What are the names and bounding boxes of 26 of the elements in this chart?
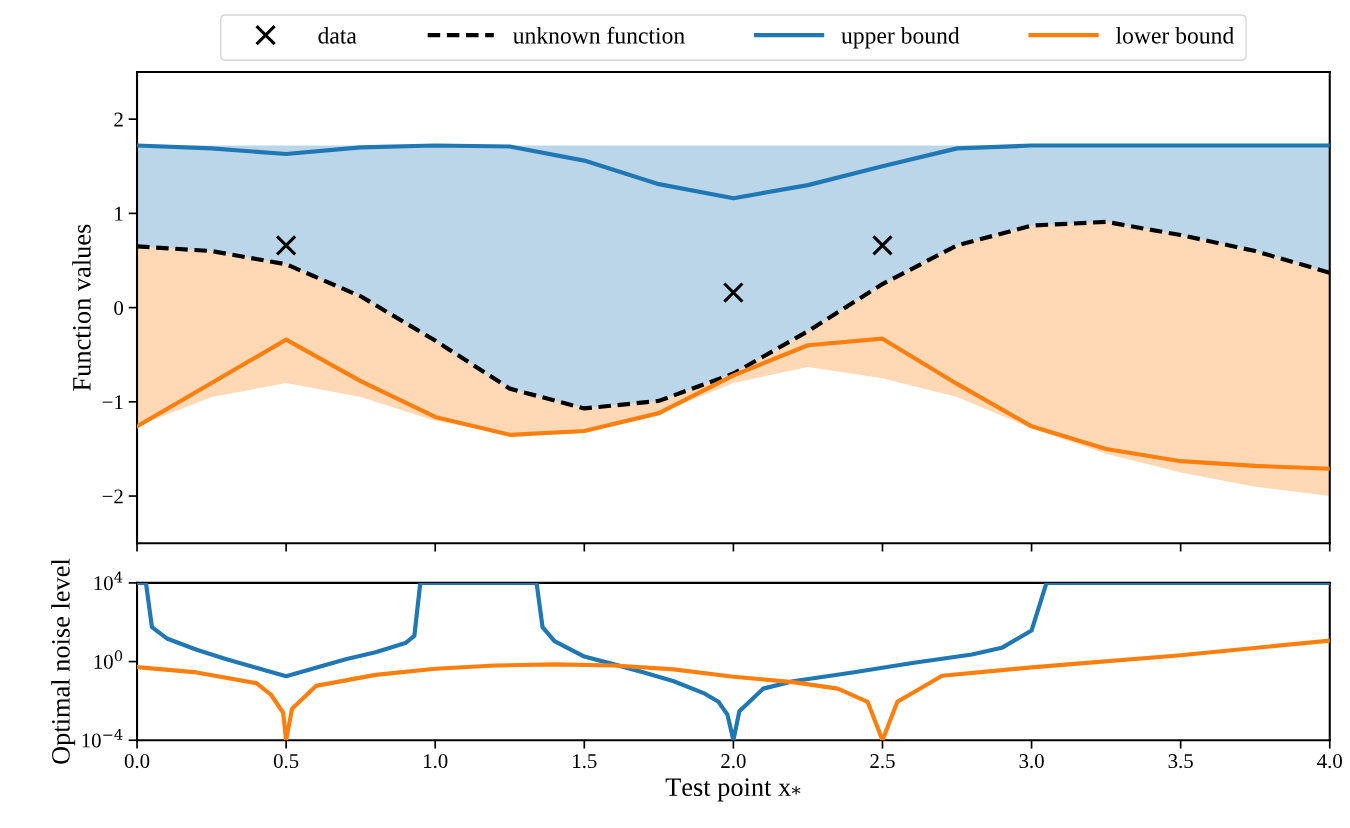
x-tick-label: 4.0	[1317, 754, 1342, 769]
y-axis-title: Function values	[72, 224, 91, 391]
legend-label: lower bound	[1116, 27, 1234, 44]
x-axis-title: Test point x$_{*}$	[665, 778, 801, 802]
x-tick-label: 0.0	[124, 754, 150, 769]
y-axis-title: Optimal noise level	[51, 558, 76, 764]
x-tick-label: 3.0	[1019, 754, 1044, 769]
y-tick-label: −2	[102, 489, 123, 504]
y-tick-label: 10$^{4}$	[94, 571, 123, 591]
x-tick-label: 2.5	[870, 754, 895, 769]
x-tick-label: 3.5	[1168, 754, 1193, 769]
x-tick-label: 1.0	[424, 754, 448, 769]
line-series	[137, 143, 1330, 201]
line-series	[137, 336, 1330, 471]
legend-label: upper bound	[841, 27, 960, 49]
y-tick-label: 1	[115, 206, 123, 221]
y-tick-label: 0	[114, 300, 124, 316]
x-tick-label: 1.5	[573, 754, 597, 769]
y-tick-label: 2	[114, 112, 123, 127]
y-tick-label: −1	[102, 395, 123, 410]
y-tick-label: 10$^{0}$	[94, 650, 123, 669]
x-tick-label: 2.0	[721, 754, 746, 769]
legend-label: data	[318, 27, 357, 44]
legend-label: unknown function	[513, 26, 685, 44]
y-tick-label: 10$^{−4}$	[82, 728, 123, 748]
x-tick-label: 0.5	[273, 754, 299, 769]
